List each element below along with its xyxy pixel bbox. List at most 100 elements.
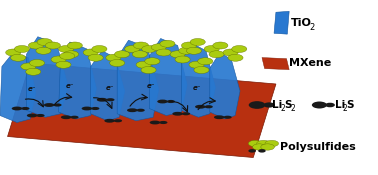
Circle shape <box>248 149 256 153</box>
Circle shape <box>190 38 205 46</box>
Ellipse shape <box>21 107 29 110</box>
Text: 2: 2 <box>309 23 314 32</box>
Ellipse shape <box>150 121 160 124</box>
Text: MXene: MXene <box>289 58 332 68</box>
Text: e⁻: e⁻ <box>66 83 74 89</box>
Circle shape <box>181 42 197 49</box>
Ellipse shape <box>106 98 115 101</box>
Polygon shape <box>181 44 215 117</box>
Circle shape <box>265 140 279 147</box>
Polygon shape <box>8 63 276 158</box>
Circle shape <box>160 40 175 47</box>
Circle shape <box>198 58 213 65</box>
Circle shape <box>263 102 275 108</box>
Circle shape <box>60 52 75 60</box>
Ellipse shape <box>182 112 190 115</box>
Polygon shape <box>274 11 289 34</box>
Circle shape <box>67 42 82 49</box>
Polygon shape <box>91 51 125 121</box>
Circle shape <box>253 144 266 150</box>
Circle shape <box>213 42 228 49</box>
Text: 2: 2 <box>290 104 295 113</box>
Circle shape <box>249 101 265 109</box>
Circle shape <box>59 46 74 52</box>
Circle shape <box>204 46 219 52</box>
Circle shape <box>261 144 274 150</box>
Circle shape <box>88 54 103 61</box>
Ellipse shape <box>127 108 138 112</box>
Ellipse shape <box>104 119 115 123</box>
Ellipse shape <box>195 105 206 109</box>
Circle shape <box>142 46 157 52</box>
Circle shape <box>29 60 45 66</box>
Polygon shape <box>149 38 187 116</box>
Circle shape <box>6 49 21 56</box>
Circle shape <box>258 149 266 153</box>
Polygon shape <box>262 58 289 70</box>
Ellipse shape <box>136 109 145 112</box>
Circle shape <box>92 46 107 52</box>
Text: e⁻: e⁻ <box>147 83 155 89</box>
Circle shape <box>26 68 41 75</box>
Circle shape <box>21 63 36 70</box>
Ellipse shape <box>91 107 99 110</box>
Ellipse shape <box>214 115 225 119</box>
Circle shape <box>248 140 262 147</box>
Circle shape <box>223 49 238 56</box>
Ellipse shape <box>97 98 107 102</box>
Circle shape <box>11 54 26 61</box>
Text: 2: 2 <box>280 104 285 113</box>
Circle shape <box>145 58 160 65</box>
Text: e⁻: e⁻ <box>105 85 114 90</box>
Text: Li: Li <box>272 100 282 110</box>
Circle shape <box>125 46 140 52</box>
Ellipse shape <box>114 119 122 122</box>
Ellipse shape <box>36 114 45 117</box>
Circle shape <box>28 42 43 49</box>
Ellipse shape <box>157 100 168 103</box>
Text: S: S <box>284 100 291 110</box>
Ellipse shape <box>70 116 79 119</box>
Circle shape <box>141 66 156 74</box>
Circle shape <box>194 66 209 74</box>
Text: 2: 2 <box>343 104 348 113</box>
Circle shape <box>14 46 29 52</box>
Circle shape <box>56 61 71 68</box>
Ellipse shape <box>167 100 175 103</box>
Circle shape <box>64 51 79 58</box>
Ellipse shape <box>204 105 213 108</box>
Polygon shape <box>59 42 96 119</box>
Circle shape <box>37 38 52 46</box>
Ellipse shape <box>172 112 183 116</box>
Circle shape <box>115 51 130 58</box>
Circle shape <box>325 103 335 107</box>
Circle shape <box>170 51 185 58</box>
Circle shape <box>83 49 98 56</box>
Circle shape <box>151 44 166 51</box>
Ellipse shape <box>53 103 62 107</box>
Circle shape <box>232 46 247 52</box>
Circle shape <box>106 54 121 61</box>
Text: Polysulfides: Polysulfides <box>280 142 355 152</box>
Polygon shape <box>210 52 240 119</box>
Circle shape <box>132 51 147 58</box>
Circle shape <box>209 51 224 58</box>
Polygon shape <box>0 52 36 122</box>
Circle shape <box>110 60 125 66</box>
Circle shape <box>156 49 171 56</box>
Circle shape <box>133 42 149 49</box>
Circle shape <box>36 47 51 54</box>
Circle shape <box>186 47 201 54</box>
Ellipse shape <box>27 114 37 117</box>
Circle shape <box>51 56 66 63</box>
Text: Li: Li <box>335 100 345 110</box>
Ellipse shape <box>44 103 54 107</box>
Text: e⁻: e⁻ <box>192 85 201 90</box>
Ellipse shape <box>12 107 22 110</box>
Text: TiO: TiO <box>291 18 312 28</box>
Circle shape <box>312 102 327 108</box>
Text: S: S <box>346 100 354 110</box>
Circle shape <box>136 61 151 68</box>
Ellipse shape <box>159 121 167 124</box>
Circle shape <box>228 54 243 61</box>
